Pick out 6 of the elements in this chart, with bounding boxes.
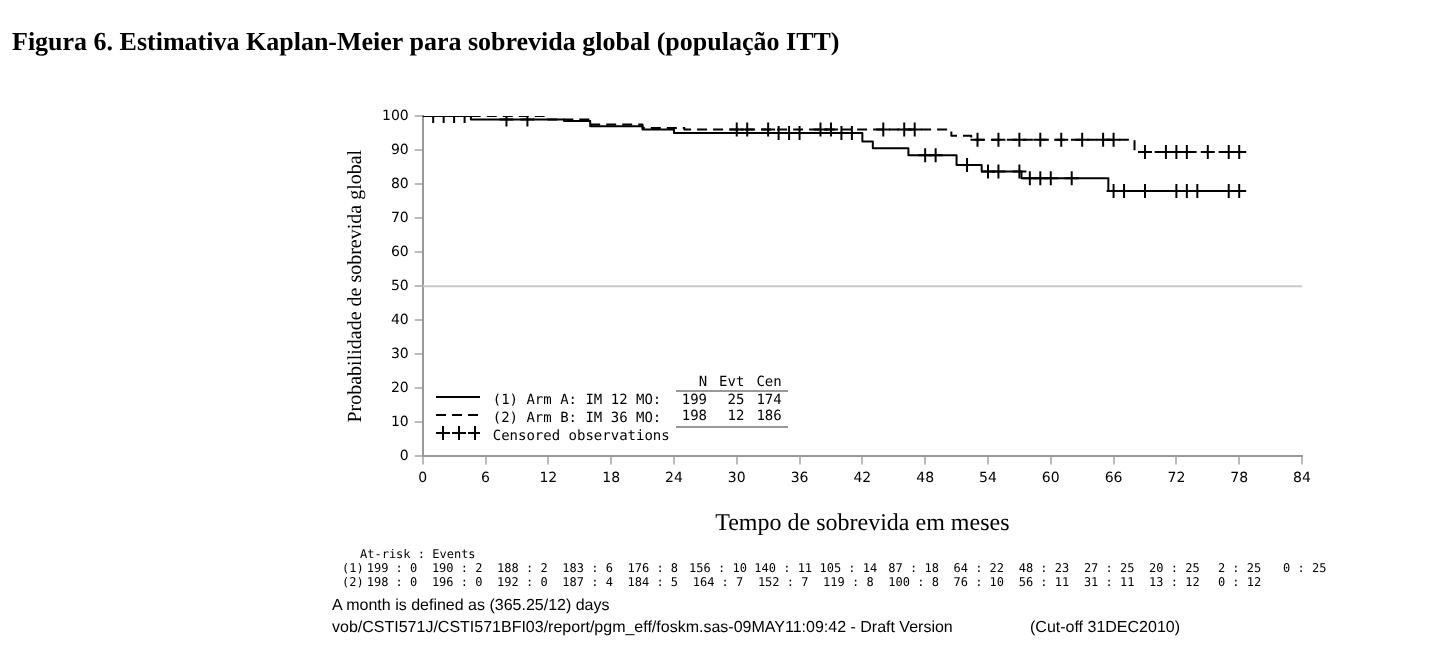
text: A month is defined as (365.25/12) days — [332, 596, 610, 614]
chart-title: Figura 6. Estimativa Kaplan-Meier para sobrevida global (população ITT) — [12, 26, 840, 58]
text: (Cut-off 31DEC2010) — [1030, 618, 1180, 636]
y-axis-title: Probabilidade de sobrevida global — [345, 149, 368, 423]
x-axis-title: Tempo de sobrevida em meses — [715, 507, 1011, 536]
text: vob/CSTI571J/CSTI571BFI03/report/pgm_eff/foskm.sas-09MAY11:09:42 - Draft Version — [332, 618, 953, 636]
